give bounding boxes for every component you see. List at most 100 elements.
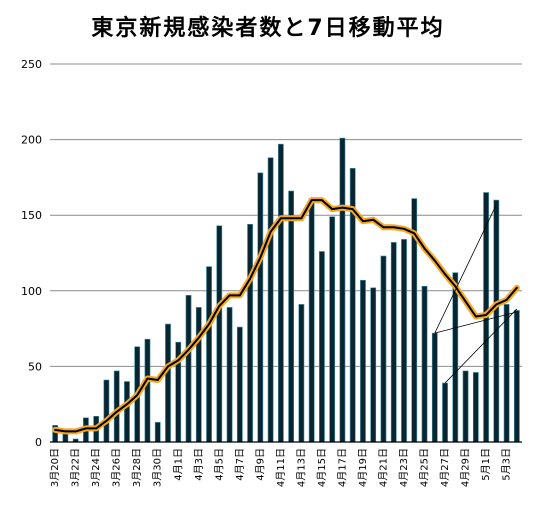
x-tick-label-19: 4月27日 [439,448,451,487]
line-point-14 [197,336,200,339]
line-point-1 [64,430,67,433]
x-tick-label-12: 4月13日 [295,448,307,487]
bar-28 [339,137,346,443]
line-point-45 [516,286,518,289]
bar-45 [513,310,520,443]
line-point-36 [423,247,426,250]
bar-21 [267,157,274,443]
line-point-18 [239,294,241,297]
line-point-13 [187,348,190,351]
line-point-26 [321,199,323,201]
x-tick-label-18: 4月25日 [419,448,431,487]
x-tick-label-0: 3月20日 [49,448,61,487]
moving-average-line [52,197,520,435]
moving-average-series [54,199,518,433]
line-point-38 [444,273,446,275]
bar-26 [319,251,325,443]
bar-7 [124,381,130,443]
bar-30 [360,279,366,443]
x-tick-label-17: 4月23日 [398,448,410,487]
bar-15 [206,266,212,443]
line-point-20 [259,256,262,259]
bar-14 [195,307,202,443]
bar-20 [257,172,264,443]
bar-22 [277,143,284,443]
bar-27 [329,216,336,443]
bar-17 [226,307,233,443]
x-tick-label-9: 4月7日 [234,448,246,481]
line-point-17 [228,294,231,297]
x-tick-label-3: 3月26日 [111,448,123,487]
x-tick-labels: 3月20日 3月22日 3月24日 3月26日 3月28日 3月30日 4月1日 4月3日 4月… [49,448,512,487]
bar-33 [390,242,397,443]
x-tick-label-8: 4月5日 [213,448,225,481]
bar-9 [144,338,151,443]
bar-6 [113,370,120,443]
line-point-23 [290,217,292,220]
bar-16 [216,225,223,443]
bar-43 [493,199,500,443]
line-point-0 [54,429,56,431]
line-point-37 [433,259,436,262]
line-point-40 [464,300,467,303]
bar-34 [401,239,407,443]
x-tick-label-11: 4月11日 [275,448,287,487]
y-tick-label-200: 200 [21,134,42,147]
x-tick-label-22: 5月3日 [501,448,513,481]
line-point-41 [475,315,477,318]
line-point-8 [136,394,139,396]
line-point-39 [454,285,457,288]
bar-10 [154,422,161,443]
line-point-22 [280,217,282,220]
x-tick-label-15: 4月19日 [357,448,369,487]
bar-13 [185,295,192,443]
line-point-34 [403,228,405,230]
annotation-line-upper-diagonal [434,204,497,334]
line-point-21 [269,231,272,233]
annotation-line-upper-flat [434,311,517,334]
bar-39 [452,272,459,443]
bar-40 [462,370,469,443]
bar-19 [247,223,253,443]
line-point-43 [495,303,498,306]
line-point-15 [208,323,210,325]
line-point-4 [95,427,97,430]
x-tick-label-5: 3月30日 [152,448,164,487]
annotation-line-lower [444,308,518,384]
bar-24 [298,304,305,443]
bar-37 [431,332,438,443]
line-point-6 [115,410,118,413]
line-point-30 [362,220,364,223]
line-point-2 [74,430,77,433]
line-point-31 [372,218,375,221]
y-tick-label-100: 100 [21,285,42,298]
bar-5 [103,379,110,443]
line-point-24 [300,217,303,220]
line-point-3 [85,427,87,430]
line-point-11 [167,365,169,368]
bar-18 [236,326,243,443]
x-tick-label-21: 5月1日 [480,448,492,481]
line-point-12 [177,359,180,362]
line-point-29 [351,208,354,210]
bar-11 [165,323,171,443]
line-point-27 [331,208,333,210]
line-point-33 [392,226,395,229]
chart-title: 東京新規感染者数と7日移動平均 [91,16,445,41]
y-tick-label-0: 0 [35,436,42,449]
bars [52,137,520,443]
line-point-42 [485,314,487,316]
x-tick-label-7: 4月3日 [193,448,205,481]
y-tick-labels: 0 50 100 150 200 250 [21,58,42,449]
x-tick-label-4: 3月28日 [131,448,143,487]
line-point-19 [249,277,251,280]
annotation-lines [434,204,518,384]
x-tick-label-1: 3月22日 [70,448,82,487]
x-tick-label-10: 4月9日 [254,448,266,481]
line-point-28 [341,206,344,209]
x-tick-label-6: 4月1日 [172,448,184,481]
line-point-16 [218,305,221,307]
bar-23 [288,190,295,443]
line-point-9 [146,377,149,380]
